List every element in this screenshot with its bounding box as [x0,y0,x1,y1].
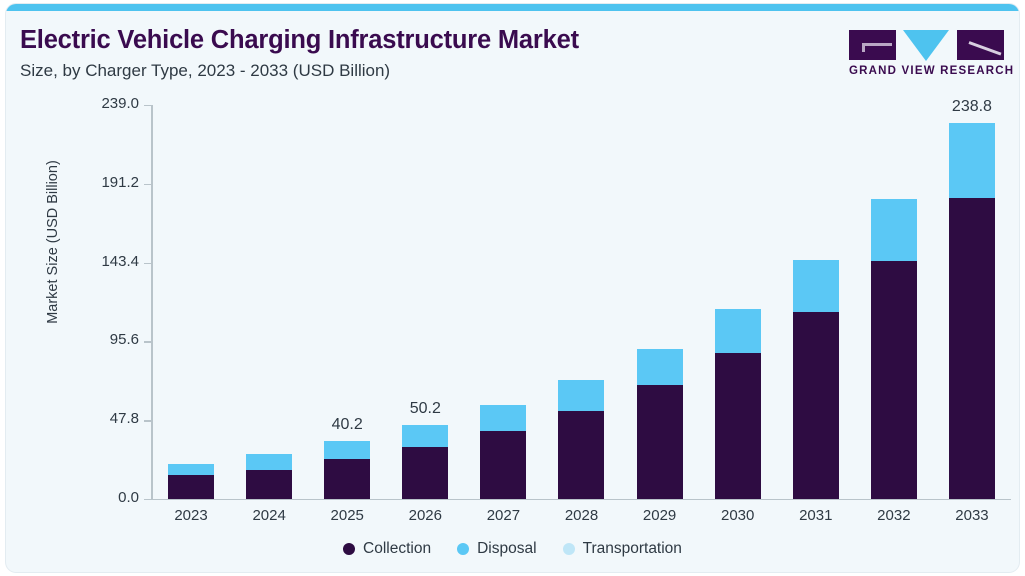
bar-segment-collection[interactable] [168,474,215,499]
x-axis-tick-label: 2023 [174,507,208,524]
stacked-bar[interactable] [324,441,371,499]
stacked-bar[interactable] [480,405,527,499]
legend-label: Transportation [582,540,682,557]
stacked-bar[interactable] [792,259,839,499]
bar-group[interactable] [699,105,777,499]
stacked-bar[interactable] [168,464,215,499]
bar-segment-collection[interactable] [870,261,917,499]
bar-value-label: 238.8 [951,98,992,116]
bar-group[interactable] [621,105,699,499]
chart-plot-area: Market Size (USD Billion) 0.0 47.8 95.6 143… [6,4,1019,572]
chart-card: Electric Vehicle Charging Infrastructure… [6,4,1019,572]
bar-segment-disposal[interactable] [246,454,293,470]
y-axis-tick [144,420,152,422]
y-axis-tick-label: 47.8 [109,410,139,428]
bar-segment-collection[interactable] [402,446,449,499]
x-axis-tick-label: 2026 [408,507,442,524]
logo-wordmark: GRAND VIEW RESEARCH [849,65,1015,77]
y-axis-tick [144,183,152,186]
legend-item-transportation[interactable]: Transportation [562,540,682,558]
bar-group[interactable] [230,105,308,499]
x-axis-tick-label: 2024 [252,507,286,524]
x-axis-tick-label: 2033 [955,507,989,524]
x-axis-line [151,498,1011,501]
bar-group[interactable] [464,105,542,499]
bar-segment-disposal[interactable] [324,441,371,459]
stacked-bar[interactable] [246,454,293,499]
stacked-bar[interactable] [714,308,761,499]
top-accent-bar [6,4,1019,11]
legend-label: Collection [363,540,432,557]
y-axis-tick-label: 191.2 [101,173,139,191]
stacked-bar[interactable] [558,379,605,499]
y-axis-line [151,105,153,499]
y-axis-tick [144,341,152,343]
legend-label: Disposal [477,540,537,557]
bar-group[interactable] [777,105,855,499]
bar-value-label: 50.2 [409,399,441,417]
legend-item-disposal[interactable]: Disposal [457,540,537,558]
logo-letter-r-icon [957,30,1004,60]
legend-swatch-icon [562,543,575,555]
bar-segment-collection[interactable] [480,430,527,499]
y-axis-tick [144,499,152,501]
bar-group[interactable] [542,105,620,499]
bar-segment-collection[interactable] [246,469,293,499]
bar-segment-disposal[interactable] [792,259,839,313]
page-subtitle: Size, by Charger Type, 2023 - 2033 (USD … [20,61,391,80]
stacked-bar[interactable] [948,123,995,499]
chart-header: Electric Vehicle Charging Infrastructure… [6,11,1019,93]
stacked-bar[interactable] [402,425,449,499]
x-axis-tick-label: 2032 [877,507,911,524]
x-axis-tick-label: 2029 [642,507,677,524]
bar-group[interactable] [855,105,933,499]
logo-letter-v-icon [903,30,949,61]
brand-logo: GRAND VIEW RESEARCH [849,28,1015,86]
y-axis-tick-label: 143.4 [101,252,139,270]
bar-segment-collection[interactable] [558,410,605,499]
bar-value-label: 40.2 [331,416,363,434]
y-axis-tick-label: 239.0 [101,95,139,112]
y-axis-title: Market Size (USD Billion) [45,160,61,324]
bar-series-container: 40.2 50.2 238.8 [152,98,1011,499]
x-axis-tick-label: 2027 [486,507,521,524]
stacked-bar[interactable] [870,199,917,499]
bar-group[interactable]: 40.2 [308,105,386,499]
bar-segment-disposal[interactable] [480,405,527,431]
logo-marks [849,28,1005,61]
bar-group[interactable]: 238.8 [933,98,1011,499]
x-axis-tick-label: 2030 [720,507,755,524]
legend-swatch-icon [457,543,470,555]
x-axis-tick-label: 2025 [330,507,364,524]
stacked-bar[interactable] [636,348,683,499]
y-axis-tick-label: 0.0 [118,489,139,506]
bar-segment-collection[interactable] [714,352,761,499]
y-axis-tick [144,105,152,107]
bar-group[interactable] [152,105,230,499]
bar-segment-disposal[interactable] [168,464,215,475]
y-axis-tick [144,262,152,264]
bar-segment-collection[interactable] [792,312,839,499]
bar-segment-disposal[interactable] [636,348,683,385]
bar-segment-disposal[interactable] [558,379,605,411]
legend-item-collection[interactable]: Collection [343,540,431,558]
bar-segment-collection[interactable] [948,197,995,499]
bar-group[interactable]: 50.2 [386,105,464,499]
logo-letter-g-icon [849,30,896,60]
chart-legend: Collection Disposal Transportation [6,540,1019,558]
x-axis-tick-label: 2028 [564,507,599,524]
page-title: Electric Vehicle Charging Infrastructure… [20,26,579,54]
bar-segment-disposal[interactable] [402,425,449,447]
bar-segment-disposal[interactable] [948,123,995,198]
legend-swatch-icon [343,543,356,555]
bar-segment-disposal[interactable] [714,308,761,353]
bar-segment-disposal[interactable] [870,199,917,262]
y-axis-tick-label: 95.6 [109,331,139,349]
x-axis-tick-label: 2031 [799,507,833,524]
bar-segment-collection[interactable] [636,384,683,499]
bar-segment-collection[interactable] [324,458,371,499]
